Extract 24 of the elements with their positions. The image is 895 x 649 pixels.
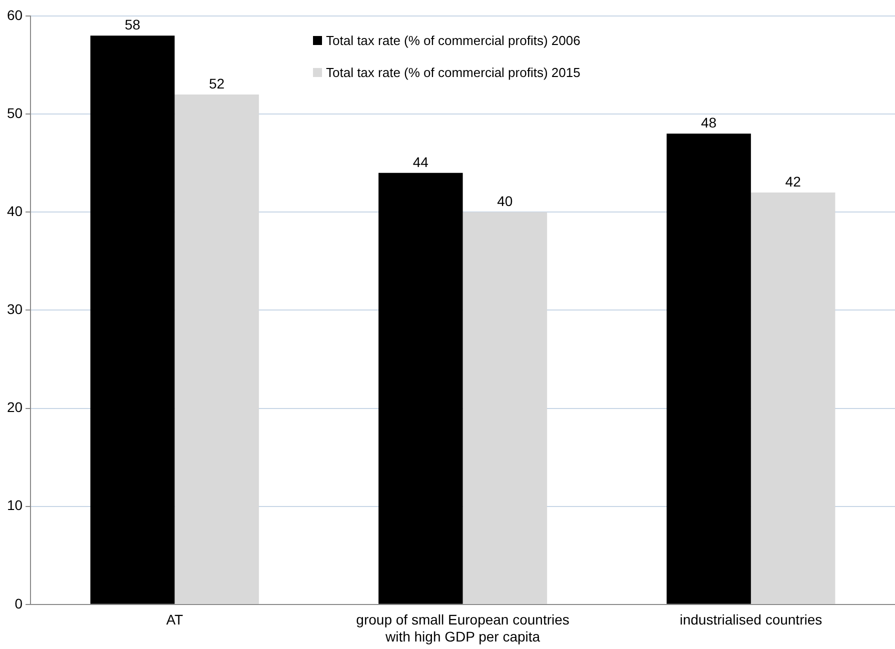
data-label: 48 [701, 114, 717, 131]
y-tick-label: 50 [6, 104, 23, 121]
bar [90, 36, 175, 604]
legend-label: Total tax rate (% of commercial profits) 2006 [326, 32, 580, 48]
bar [750, 192, 836, 604]
x-tick-label: group of small European countries with high GDP per capita [356, 612, 570, 644]
data-label: 44 [412, 154, 429, 170]
y-tick-label: 20 [6, 399, 23, 416]
data-label: 52 [208, 75, 225, 92]
bar [174, 94, 259, 604]
y-tick-label: 0 [14, 595, 23, 612]
y-tick-label: 60 [6, 6, 23, 23]
y-tick-label: 40 [6, 202, 23, 219]
y-tick-label: 10 [6, 497, 23, 514]
data-label: 58 [124, 16, 140, 32]
data-label: 40 [497, 192, 513, 209]
legend-label: Total tax rate (% of commercial profits) 2015 [326, 64, 580, 80]
bar [378, 172, 463, 604]
y-tick-label: 30 [6, 301, 23, 318]
bar [462, 212, 548, 604]
x-tick-label: AT [166, 612, 184, 628]
data-label: 42 [785, 173, 802, 190]
x-tick-label: industrialised countries [680, 612, 822, 628]
bar [666, 134, 751, 604]
